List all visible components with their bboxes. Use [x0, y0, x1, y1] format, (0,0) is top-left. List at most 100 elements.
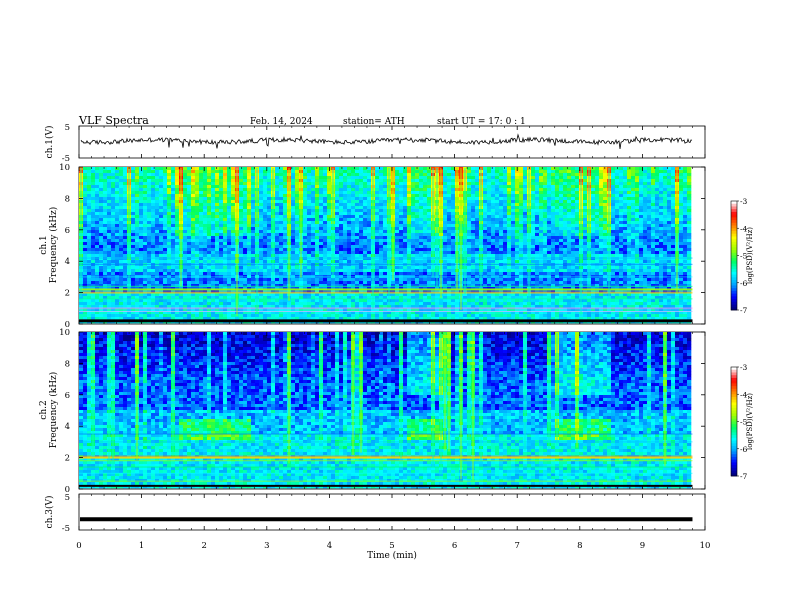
spectrogram-cell: [367, 215, 371, 218]
spectrogram-cell: [111, 245, 115, 248]
spectrogram-cell: [683, 257, 687, 260]
spectrogram-cell: [547, 254, 551, 257]
spectrogram-cell: [131, 248, 135, 251]
spectrogram-cell: [519, 251, 523, 254]
spectrogram-cell: [303, 188, 307, 191]
spectrogram-cell: [511, 197, 515, 200]
spectrogram-cell: [591, 209, 595, 212]
spectrogram-cell: [163, 182, 167, 185]
spectrogram-cell: [167, 173, 171, 176]
spectrogram-cell: [355, 170, 359, 173]
spectrogram-cell: [219, 242, 223, 245]
spectrogram-cell: [591, 221, 595, 224]
spectrogram-cell: [667, 248, 671, 251]
spectrogram-cell: [171, 212, 175, 215]
spectrogram-cell: [575, 170, 579, 173]
spectrogram-cell: [423, 251, 427, 254]
spectrogram-cell: [143, 251, 147, 254]
spectrogram-cell: [259, 206, 263, 209]
spectrogram-cell: [503, 206, 507, 209]
spectrogram-cell: [667, 182, 671, 185]
spectrogram-cell: [367, 203, 371, 206]
spectrogram-cell: [319, 173, 323, 176]
spectrogram-cell: [183, 257, 187, 260]
spectrogram-cell: [595, 212, 599, 215]
spectrogram-cell: [567, 212, 571, 215]
spectrogram-cell: [563, 200, 567, 203]
spectrogram-cell: [151, 200, 155, 203]
spectrogram-cell: [567, 242, 571, 245]
spectrogram-cell: [399, 167, 403, 170]
spectrogram-cell: [531, 251, 535, 254]
spectrogram-cell: [383, 173, 387, 176]
spectrogram-cell: [327, 224, 331, 227]
spectrogram-cell: [267, 212, 271, 215]
spectrogram-cell: [147, 260, 151, 263]
spectrogram-cell: [167, 212, 171, 215]
spectrogram-cell: [467, 173, 471, 176]
spectrogram-cell: [507, 197, 511, 200]
spectrogram-cell: [203, 194, 207, 197]
spectrogram-cell: [195, 185, 199, 188]
spectrogram-cell: [195, 182, 199, 185]
spectrogram-cell: [627, 236, 631, 239]
spectrogram-cell: [399, 236, 403, 239]
spectrogram-cell: [667, 260, 671, 263]
spectrogram-cell: [427, 182, 431, 185]
spectrogram-cell: [283, 236, 287, 239]
spectrogram-cell: [219, 179, 223, 182]
spectrogram-cell: [339, 173, 343, 176]
spectrogram-cell: [563, 239, 567, 242]
spectrogram-cell: [123, 200, 127, 203]
spectrogram-cell: [159, 203, 163, 206]
spectrogram-cell: [91, 254, 95, 257]
spectrogram-cell: [251, 188, 255, 191]
spectrogram-cell: [159, 200, 163, 203]
spectrogram-cell: [263, 260, 267, 263]
spectrogram-cell: [535, 167, 539, 170]
spectrogram-cell: [211, 251, 215, 254]
spectrogram-cell: [619, 248, 623, 251]
spectrogram-cell: [279, 242, 283, 245]
spectrogram-cell: [499, 221, 503, 224]
spectrogram-cell: [559, 221, 563, 224]
spectrogram-cell: [591, 227, 595, 230]
spectrogram-cell: [523, 212, 527, 215]
spectrogram-cell: [267, 182, 271, 185]
spectrogram-cell: [139, 260, 143, 263]
spectrogram-cell: [627, 191, 631, 194]
spectrogram-cell: [147, 218, 151, 221]
spectrogram-cell: [559, 218, 563, 221]
spectrogram-cell: [343, 185, 347, 188]
spectrogram-cell: [663, 236, 667, 239]
spectrogram-cell: [251, 206, 255, 209]
spectrogram-cell: [611, 251, 615, 254]
spectrogram-cell: [83, 188, 87, 191]
spectrogram-cell: [163, 233, 167, 236]
spectrogram-cell: [651, 239, 655, 242]
spectrogram-cell: [327, 176, 331, 179]
spectrogram-cell: [351, 179, 355, 182]
spectrogram-cell: [583, 173, 587, 176]
spectrogram-cell: [103, 209, 107, 212]
spectrogram-cell: [487, 194, 491, 197]
spectrogram-cell: [643, 167, 647, 170]
spectrogram-cell: [279, 209, 283, 212]
spectrogram-cell: [679, 191, 683, 194]
spectrogram-cell: [503, 173, 507, 176]
spectrogram-cell: [399, 191, 403, 194]
spectrogram-cell: [499, 206, 503, 209]
spectrogram-cell: [563, 191, 567, 194]
spectrogram-cell: [339, 257, 343, 260]
spectrogram-cell: [483, 167, 487, 170]
spectrogram-cell: [247, 173, 251, 176]
spectrogram-cell: [475, 257, 479, 260]
spectrogram-cell: [535, 227, 539, 230]
spectrogram-cell: [383, 227, 387, 230]
spectrogram-cell: [671, 227, 675, 230]
spectrogram-cell: [135, 215, 139, 218]
spectrogram-cell: [679, 260, 683, 263]
spectrogram-cell: [547, 170, 551, 173]
spectrogram-cell: [99, 218, 103, 221]
spectrogram-cell: [131, 194, 135, 197]
